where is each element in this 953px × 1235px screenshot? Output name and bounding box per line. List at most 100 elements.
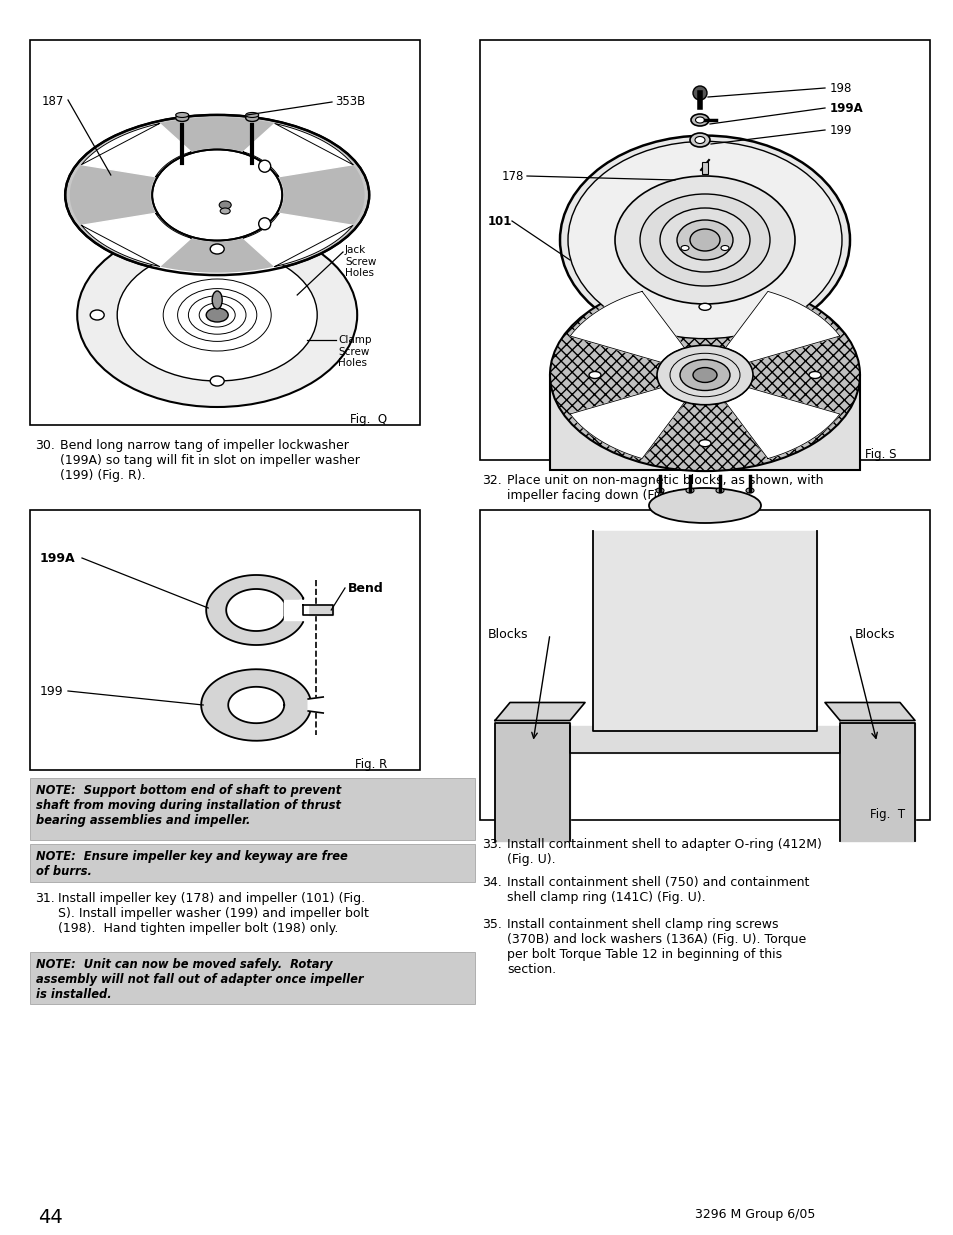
Text: Install containment shell to adapter O-ring (412M)
(Fig. U).: Install containment shell to adapter O-r… bbox=[506, 839, 821, 866]
Polygon shape bbox=[81, 214, 191, 267]
Text: Install containment shell (750) and containment
shell clamp ring (141C) (Fig. U): Install containment shell (750) and cont… bbox=[506, 876, 808, 904]
Polygon shape bbox=[159, 238, 274, 273]
Ellipse shape bbox=[212, 291, 222, 309]
Text: Clamp
Screw
Holes: Clamp Screw Holes bbox=[337, 335, 371, 368]
Text: Jack
Screw
Holes: Jack Screw Holes bbox=[345, 245, 376, 278]
Bar bbox=[701, 162, 707, 174]
Circle shape bbox=[258, 161, 271, 172]
Ellipse shape bbox=[219, 201, 231, 209]
Text: Install impeller key (178) and impeller (101) (Fig.
S). Install impeller washer : Install impeller key (178) and impeller … bbox=[58, 892, 369, 935]
Text: 30.: 30. bbox=[35, 438, 55, 452]
Text: Blocks: Blocks bbox=[488, 629, 528, 641]
Ellipse shape bbox=[615, 177, 794, 304]
Ellipse shape bbox=[152, 149, 282, 241]
Ellipse shape bbox=[680, 246, 688, 251]
Ellipse shape bbox=[175, 115, 189, 121]
Polygon shape bbox=[228, 687, 284, 724]
Ellipse shape bbox=[648, 488, 760, 522]
Text: Place unit on non-magnetic blocks, as shown, with
impeller facing down (Fig. T).: Place unit on non-magnetic blocks, as sh… bbox=[506, 474, 822, 501]
Text: 353B: 353B bbox=[335, 95, 365, 107]
Text: Bend: Bend bbox=[348, 582, 383, 595]
Polygon shape bbox=[206, 576, 303, 645]
Ellipse shape bbox=[559, 136, 849, 345]
Ellipse shape bbox=[716, 488, 723, 493]
Ellipse shape bbox=[220, 207, 230, 214]
Ellipse shape bbox=[567, 141, 841, 338]
Ellipse shape bbox=[657, 346, 752, 405]
Polygon shape bbox=[308, 697, 323, 713]
Bar bbox=[30, 844, 475, 882]
Circle shape bbox=[258, 217, 271, 230]
Text: 32.: 32. bbox=[481, 474, 501, 487]
Polygon shape bbox=[824, 703, 914, 720]
Text: Fig. R: Fig. R bbox=[355, 758, 387, 771]
Ellipse shape bbox=[690, 114, 708, 126]
Bar bbox=[30, 40, 419, 425]
Ellipse shape bbox=[246, 115, 258, 121]
Text: NOTE:  Support bottom end of shaft to prevent
shaft from moving during installat: NOTE: Support bottom end of shaft to pre… bbox=[36, 784, 341, 827]
Ellipse shape bbox=[65, 115, 369, 275]
Bar bbox=[479, 40, 929, 459]
Ellipse shape bbox=[659, 207, 749, 272]
Polygon shape bbox=[840, 722, 914, 841]
Ellipse shape bbox=[695, 117, 703, 124]
Polygon shape bbox=[303, 605, 333, 615]
Bar bbox=[30, 510, 419, 769]
Polygon shape bbox=[495, 722, 569, 841]
Text: 34.: 34. bbox=[481, 876, 501, 889]
Ellipse shape bbox=[699, 304, 710, 310]
Text: 198: 198 bbox=[829, 82, 851, 95]
Ellipse shape bbox=[679, 359, 729, 390]
Polygon shape bbox=[570, 388, 684, 458]
Ellipse shape bbox=[550, 279, 859, 471]
Circle shape bbox=[692, 86, 706, 100]
Polygon shape bbox=[159, 117, 274, 152]
Text: 33.: 33. bbox=[481, 839, 501, 851]
Text: Fig.  Q: Fig. Q bbox=[350, 412, 387, 426]
Ellipse shape bbox=[745, 488, 753, 493]
Ellipse shape bbox=[656, 488, 663, 493]
Text: 187: 187 bbox=[42, 95, 64, 107]
Ellipse shape bbox=[246, 112, 258, 117]
Polygon shape bbox=[278, 164, 364, 225]
Text: NOTE:  Unit can now be moved safely.  Rotary
assembly will not fall out of adapt: NOTE: Unit can now be moved safely. Rota… bbox=[36, 958, 363, 1002]
Polygon shape bbox=[495, 703, 584, 720]
Polygon shape bbox=[243, 214, 353, 267]
Text: NOTE:  Ensure impeller key and keyway are free
of burrs.: NOTE: Ensure impeller key and keyway are… bbox=[36, 850, 348, 878]
Text: 199A: 199A bbox=[829, 103, 862, 115]
Ellipse shape bbox=[117, 249, 316, 382]
Polygon shape bbox=[243, 124, 353, 177]
Ellipse shape bbox=[639, 194, 769, 287]
Text: 199: 199 bbox=[40, 685, 64, 698]
Ellipse shape bbox=[588, 372, 600, 378]
Text: 199A: 199A bbox=[40, 552, 75, 564]
Polygon shape bbox=[724, 388, 839, 458]
Ellipse shape bbox=[91, 310, 104, 320]
Ellipse shape bbox=[808, 372, 821, 378]
Ellipse shape bbox=[692, 368, 717, 383]
Text: 178: 178 bbox=[501, 170, 524, 183]
Ellipse shape bbox=[210, 375, 224, 387]
Ellipse shape bbox=[689, 228, 720, 251]
Polygon shape bbox=[70, 164, 155, 225]
Text: 199: 199 bbox=[829, 124, 852, 137]
Text: 3296 M Group 6/05: 3296 M Group 6/05 bbox=[695, 1208, 815, 1221]
Text: Install containment shell clamp ring screws
(370B) and lock washers (136A) (Fig.: Install containment shell clamp ring scr… bbox=[506, 918, 805, 976]
Ellipse shape bbox=[206, 308, 228, 322]
Ellipse shape bbox=[720, 246, 728, 251]
Text: 101: 101 bbox=[488, 215, 512, 228]
Bar bbox=[30, 778, 475, 840]
Ellipse shape bbox=[677, 220, 732, 261]
Polygon shape bbox=[201, 669, 311, 741]
Polygon shape bbox=[284, 600, 308, 620]
Ellipse shape bbox=[210, 245, 224, 254]
Ellipse shape bbox=[695, 137, 704, 143]
Bar bbox=[30, 952, 475, 1004]
Text: Blocks: Blocks bbox=[854, 629, 895, 641]
Polygon shape bbox=[724, 291, 839, 362]
Text: Fig. S: Fig. S bbox=[864, 448, 896, 461]
Ellipse shape bbox=[699, 440, 710, 447]
Text: 44: 44 bbox=[38, 1208, 63, 1228]
Text: 35.: 35. bbox=[481, 918, 501, 931]
Polygon shape bbox=[593, 531, 816, 730]
